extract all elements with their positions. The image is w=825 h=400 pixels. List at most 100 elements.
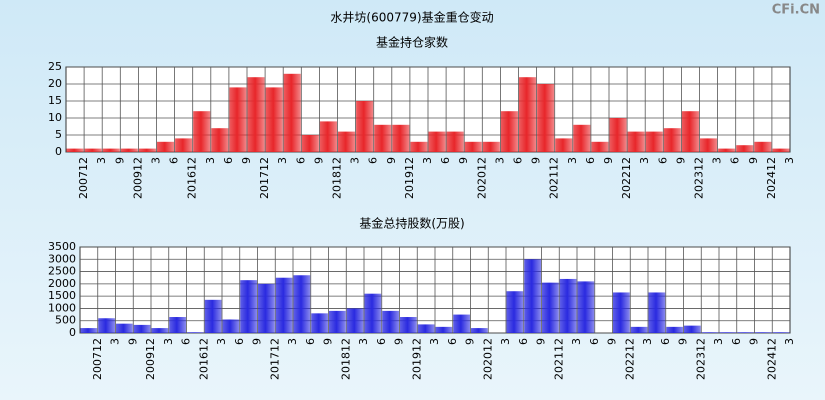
x-tick-label: 6 [180,338,193,345]
x-tick-label: 3 [783,338,796,345]
y-tick-label: 25 [48,60,62,73]
x-tick-label: 9 [535,338,548,345]
bar [120,148,138,152]
chart-title: 基金总持股数(万股) [359,216,464,231]
x-tick-label: 201712 [258,157,271,199]
x-tick-label: 201812 [339,338,352,380]
chart-title: 基金持仓家数 [376,35,448,50]
bar [229,87,247,152]
x-tick-label: 3 [162,338,175,345]
bar [204,299,222,333]
bar [681,111,699,152]
x-tick-label: 3 [349,157,362,164]
y-tick-label: 3500 [48,240,76,253]
x-tick-label: 202112 [552,338,565,380]
bar [471,328,488,333]
x-tick-label: 6 [233,338,246,345]
bar [346,308,364,333]
x-tick-label: 3 [641,338,654,345]
y-tick-label: 20 [48,77,62,90]
bar [684,325,701,333]
bar [193,111,211,152]
bar [364,293,382,333]
y-tick-label: 15 [48,94,62,107]
x-tick-label: 6 [367,157,380,164]
bar [116,323,133,333]
bar [542,282,559,333]
x-tick-label: 202212 [623,338,636,380]
bar [400,317,417,333]
y-tick-label: 3000 [48,252,76,265]
x-tick-label: 6 [375,338,388,345]
x-tick-label: 6 [439,157,452,164]
x-tick-label: 200712 [77,157,90,199]
bar [555,138,573,152]
bar [283,73,301,152]
x-tick-label: 3 [570,338,583,345]
bar [222,319,240,333]
bar [66,148,84,152]
y-tick-label: 2500 [48,265,76,278]
x-tick-label: 200912 [131,157,144,199]
bar [736,145,754,152]
bar [319,121,337,152]
bar [772,148,790,152]
x-tick-label: 9 [113,157,126,164]
x-tick-label: 9 [322,338,335,345]
bar [519,77,537,152]
x-tick-label: 202012 [481,338,494,380]
x-tick-label: 6 [656,157,669,164]
x-tick-label: 3 [493,157,506,164]
bar [102,148,120,152]
x-tick-label: 202312 [694,338,707,380]
x-tick-label: 3 [711,157,724,164]
x-tick-label: 6 [168,157,181,164]
x-tick-label: 9 [126,338,139,345]
x-tick-label: 202412 [765,157,778,199]
bar [524,259,541,333]
x-tick-label: 9 [606,338,619,345]
bar [591,141,609,152]
bar [663,128,681,152]
bar [701,332,719,333]
watermark: CFi.CN [772,3,820,18]
y-tick-label: 1000 [48,301,76,314]
bar [573,124,591,152]
bar [382,310,399,333]
bar [157,141,175,152]
y-tick-label: 10 [48,111,62,124]
bar [627,131,645,152]
bar [417,324,435,333]
bar [356,101,374,152]
bar [648,292,666,333]
bar [138,148,156,152]
bar [609,118,627,152]
bar [700,138,718,152]
bar [428,131,446,152]
bar [506,291,524,333]
bar [84,148,102,152]
x-tick-label: 3 [712,338,725,345]
bar [772,332,790,333]
x-tick-label: 202312 [693,157,706,199]
x-tick-label: 6 [729,157,742,164]
bar [482,141,500,152]
bar [410,141,428,152]
x-tick-label: 3 [95,157,108,164]
x-tick-label: 201812 [331,157,344,199]
x-tick-label: 9 [312,157,325,164]
bar [293,275,311,333]
bar [175,138,193,152]
x-tick-label: 202412 [765,338,778,380]
bar [247,77,265,152]
x-tick-label: 201712 [268,338,281,380]
bar [755,332,772,333]
x-tick-label: 6 [222,157,235,164]
y-tick-label: 500 [55,314,76,327]
x-tick-label: 201912 [410,338,423,380]
bar [151,328,169,333]
x-tick-label: 6 [730,338,743,345]
bar [374,124,392,152]
x-tick-label: 3 [428,338,441,345]
bar [754,141,772,152]
